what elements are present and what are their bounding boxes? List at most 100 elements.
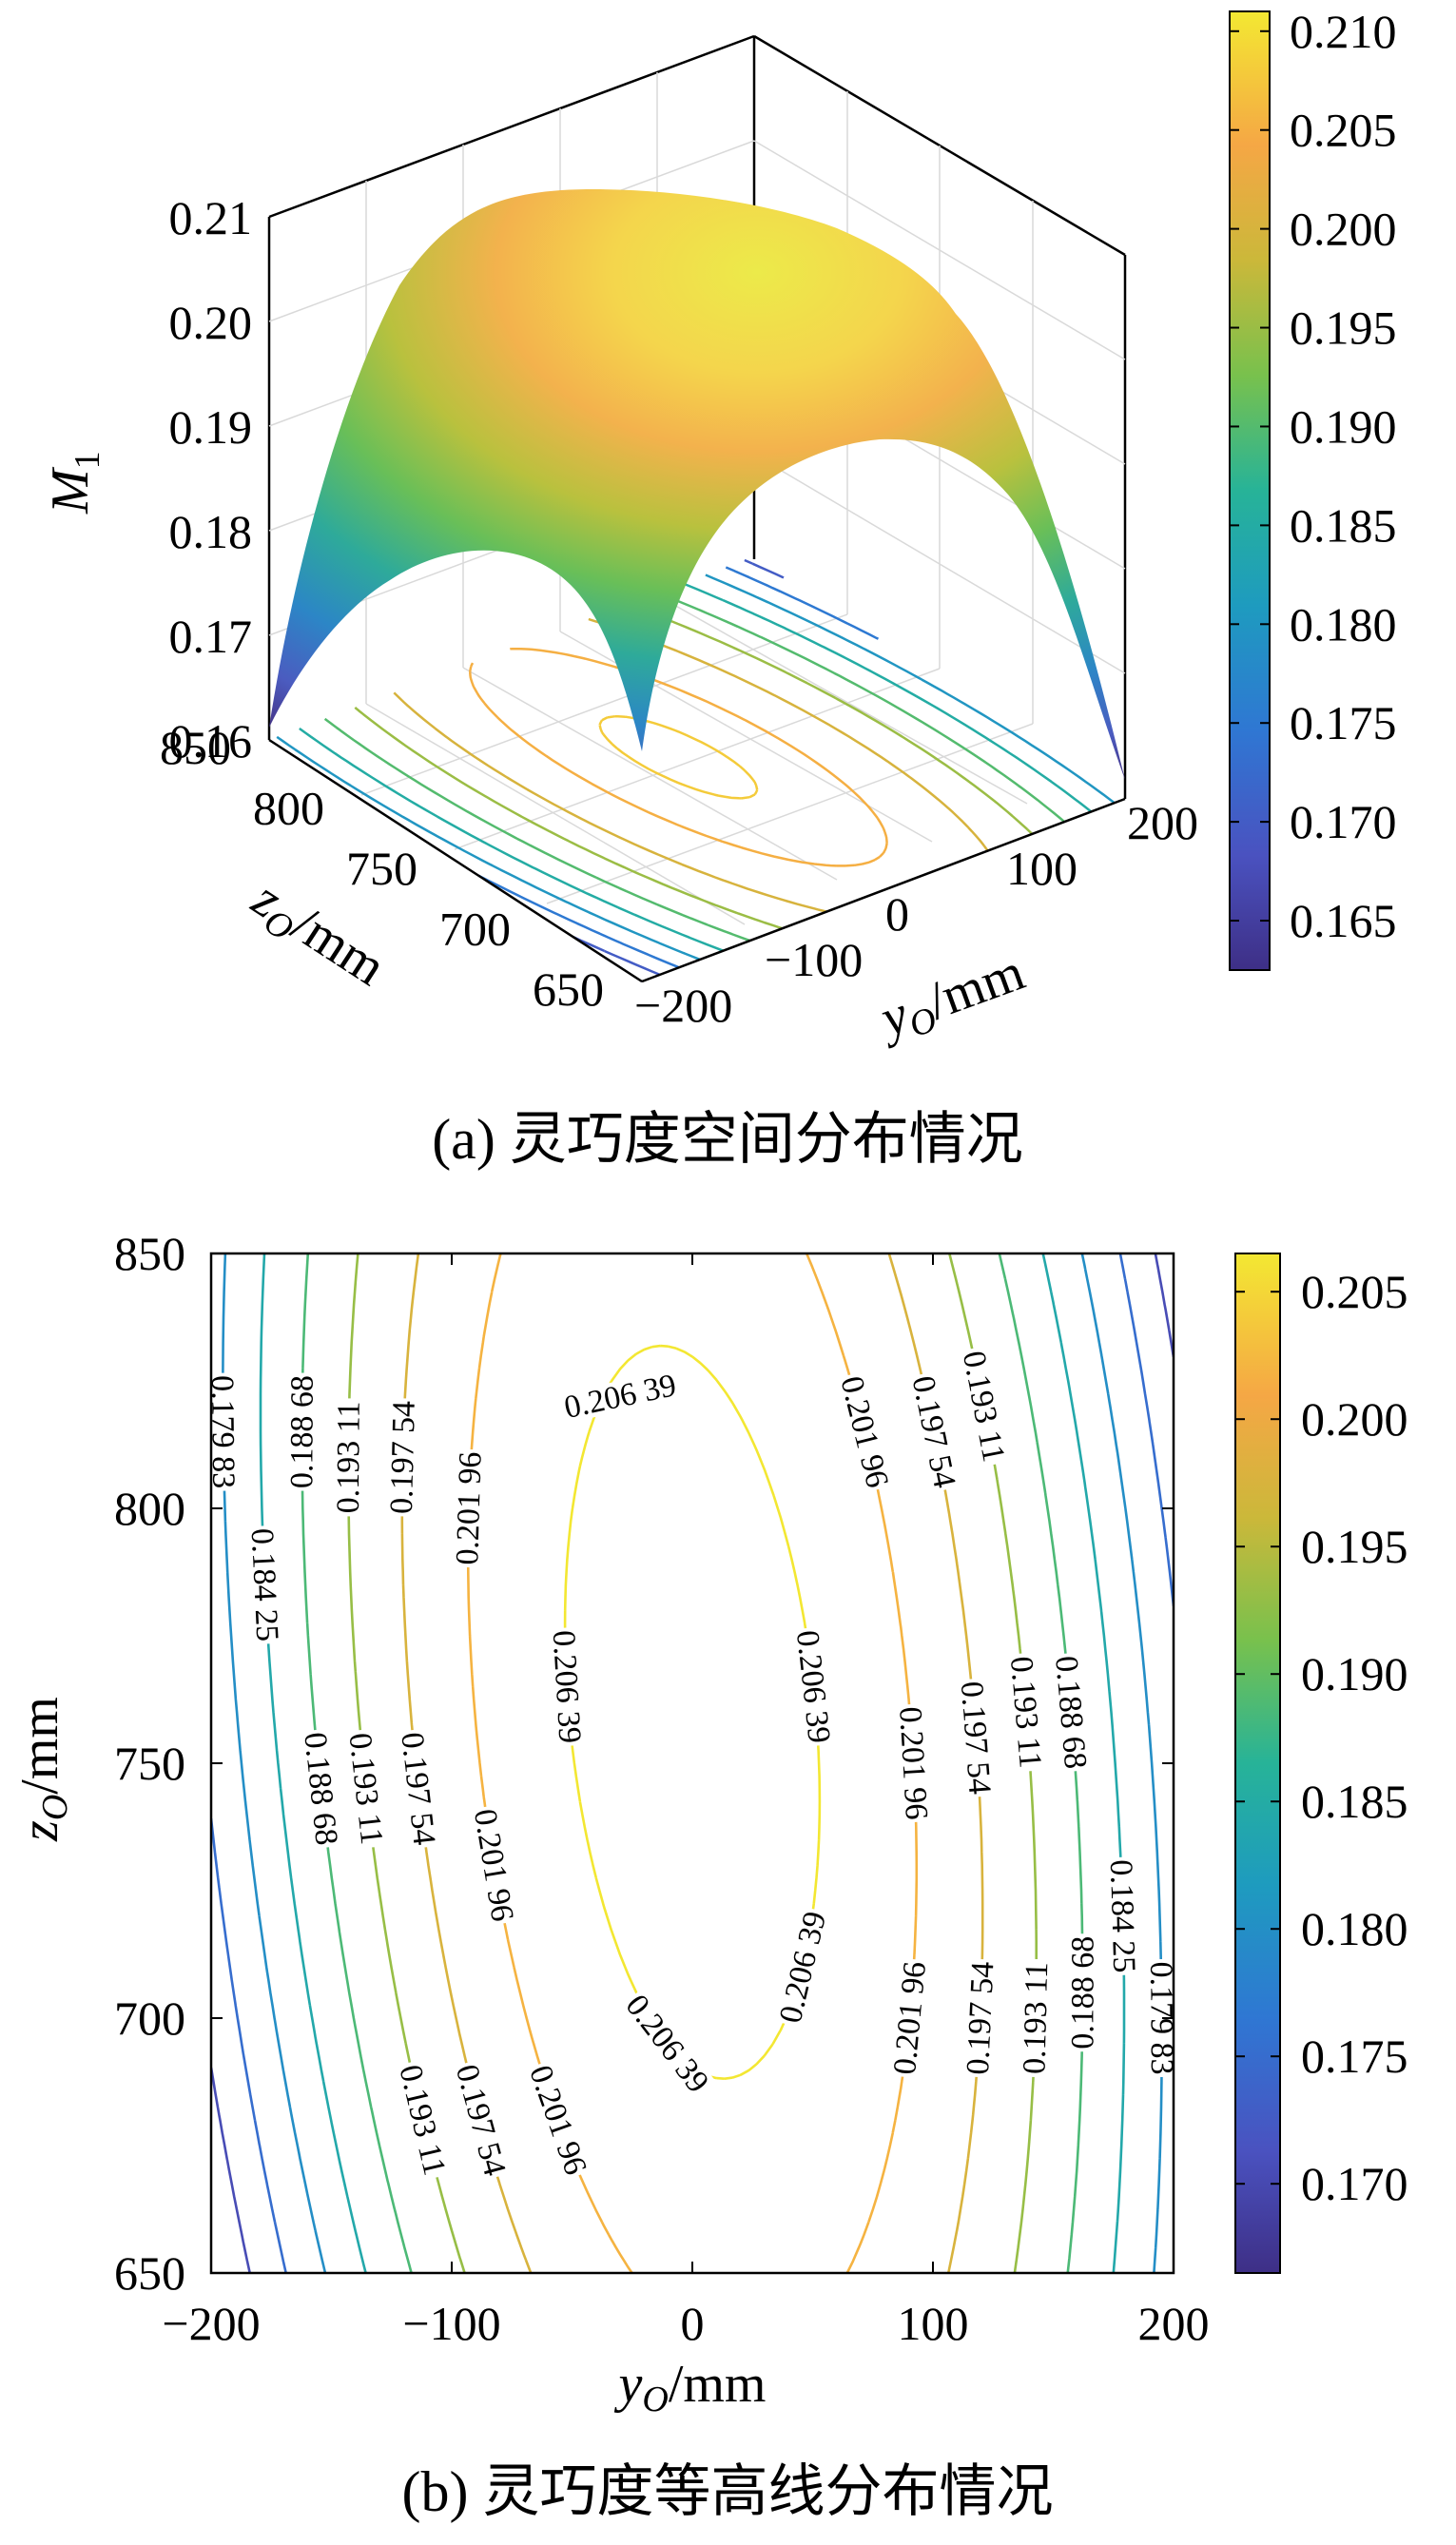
contour-label-bg <box>452 1448 486 1568</box>
contour-label: 0.193 11 <box>1017 1962 1055 2075</box>
contour-label: 0.197 54 <box>961 1961 1001 2076</box>
contour-label-bg <box>906 1370 961 1493</box>
m1-tick: 0.21 <box>169 191 253 244</box>
floor-contour-line <box>354 603 1034 930</box>
colorbar-a-tick: 0.205 <box>1290 104 1397 157</box>
zO-axis-ticks: 650 700 750 800 850 <box>160 721 604 1016</box>
colorbar-b <box>1234 1253 1281 2274</box>
yO-axis-ticks: −200 −100 0 100 200 <box>634 796 1198 1032</box>
contour-label-bg <box>286 1372 318 1491</box>
yO-axis-label: yO/mm <box>869 942 1035 1056</box>
yO-tick: −100 <box>765 933 863 986</box>
contour-label-bg <box>1146 1958 1174 2078</box>
colorbar-a-tick: 0.210 <box>1290 5 1397 58</box>
yO-tick: 100 <box>1006 842 1077 895</box>
m1-axis-label: M1 <box>41 451 107 515</box>
y-axis-ticks: 650 700 750 800 850 <box>114 1227 1174 2300</box>
contour-labels: 0.179 830.179 830.184 250.184 250.188 68… <box>204 1345 1174 2182</box>
contour-label-bg <box>246 1525 283 1645</box>
colorbar-a-ticks: 0.165 0.170 0.175 0.180 0.185 0.190 0.195 0.200… <box>1230 5 1397 947</box>
contour-label-bg <box>791 1626 836 1747</box>
colorbar-b-tick: 0.170 <box>1301 2157 1408 2210</box>
contour-label-bg <box>1050 1652 1092 1773</box>
contour-label-bg <box>1067 1933 1098 2052</box>
floor-contour-line <box>276 573 1116 962</box>
contour-label-bg <box>299 1728 342 1850</box>
colorbar-b-tick: 0.185 <box>1301 1775 1408 1828</box>
contour-label-bg <box>332 1398 364 1517</box>
floor-grid <box>360 594 1034 925</box>
y-tick: 750 <box>114 1737 185 1790</box>
x-tick: 200 <box>1138 2297 1210 2350</box>
floor-contour-line <box>393 617 989 913</box>
zO-tick: 750 <box>346 842 417 895</box>
colorbar-a-tick: 0.175 <box>1290 696 1397 749</box>
m1-tick: 0.19 <box>169 400 253 454</box>
dexterity-surface <box>269 189 1125 781</box>
contour-label-bg <box>211 1372 240 1491</box>
box-front-edges <box>268 738 1126 983</box>
contour-label-bg <box>548 1626 586 1747</box>
contour-label-bg <box>1105 1856 1140 1976</box>
m1-tick: 0.17 <box>169 610 253 663</box>
floor-contour-projection <box>276 558 1116 983</box>
colorbar-b-tick: 0.190 <box>1301 1647 1408 1700</box>
zO-tick: 800 <box>253 782 324 835</box>
contour-label-bg <box>469 1804 519 1926</box>
yO-tick: −200 <box>634 979 732 1032</box>
zO-tick: 700 <box>439 903 511 956</box>
contour-x-axis-label: yO/mm <box>614 2355 767 2419</box>
x-tick: 0 <box>681 2297 705 2350</box>
colorbar-a <box>1229 10 1271 971</box>
colorbar-a-tick: 0.190 <box>1290 399 1397 453</box>
contour-label: 0.184 25 <box>244 1527 285 1642</box>
contour-label-bg <box>835 1370 894 1493</box>
contour-label-bg <box>956 1678 996 1798</box>
floor-contour-line <box>323 592 1066 942</box>
surface-plot-panel: 0.16 0.17 0.18 0.19 0.20 0.21 650 700 750 800 850… <box>41 5 1397 1171</box>
zO-tick: 650 <box>533 962 604 1016</box>
contour-label: 0.197 54 <box>384 1400 422 1514</box>
contour-label-bg <box>619 1987 716 2100</box>
yO-tick: 200 <box>1127 796 1198 849</box>
yO-tick: 0 <box>885 887 909 941</box>
contour-label-bg <box>1005 1652 1047 1773</box>
m1-tick: 0.16 <box>169 714 253 767</box>
contour-label: 0.179 83 <box>204 1375 241 1488</box>
x-axis-ticks: −200 −100 0 100 200 <box>162 1253 1210 2350</box>
contour-label-bg <box>958 1345 1011 1467</box>
contour-label: 0.197 54 <box>954 1680 998 1796</box>
colorbar-a-tick: 0.170 <box>1290 795 1397 848</box>
x-tick: −200 <box>162 2297 260 2350</box>
colorbar-b-tick: 0.200 <box>1301 1392 1408 1446</box>
m1-tick: 0.20 <box>169 296 253 349</box>
contour-label-bg <box>396 1728 440 1850</box>
colorbar-b-tick: 0.180 <box>1301 1902 1408 1955</box>
colorbar-b-tick: 0.175 <box>1301 2030 1408 2083</box>
contour-label-bg <box>774 1906 831 2029</box>
m1-tick: 0.18 <box>169 505 253 558</box>
contour-label: 0.201 96 <box>450 1451 489 1565</box>
floor-contour-line <box>477 566 880 969</box>
contour-line <box>259 1253 1126 2273</box>
floor-contour-line <box>598 714 759 800</box>
colorbar-a-tick: 0.165 <box>1290 894 1397 947</box>
contour-y-axis-label: zO/mm <box>10 1697 75 1842</box>
contour-label: 0.184 25 <box>1103 1859 1142 1973</box>
colorbar-b-ticks: 0.170 0.175 0.180 0.185 0.190 0.195 0.200 0.205 <box>1235 1265 1408 2210</box>
colorbar-a-tick: 0.200 <box>1290 203 1397 256</box>
caption-a: (a) 灵巧度空间分布情况 <box>432 1108 1023 1171</box>
y-tick: 850 <box>114 1227 185 1280</box>
colorbar-a-tick: 0.180 <box>1290 597 1397 651</box>
colorbar-b-tick: 0.195 <box>1301 1520 1408 1573</box>
contour-label-bg <box>344 1728 388 1850</box>
contour-label: 0.188 68 <box>284 1375 320 1488</box>
y-tick: 700 <box>114 1991 185 2045</box>
contour-label: 0.193 11 <box>331 1401 367 1513</box>
zO-tick: 850 <box>160 721 231 774</box>
contour-label: 0.201 96 <box>892 1705 934 1820</box>
contour-label-bg <box>559 1369 682 1424</box>
contour-label-bg <box>524 2059 592 2181</box>
contour-line <box>211 1253 1174 2273</box>
floor-contour-line <box>468 647 888 867</box>
